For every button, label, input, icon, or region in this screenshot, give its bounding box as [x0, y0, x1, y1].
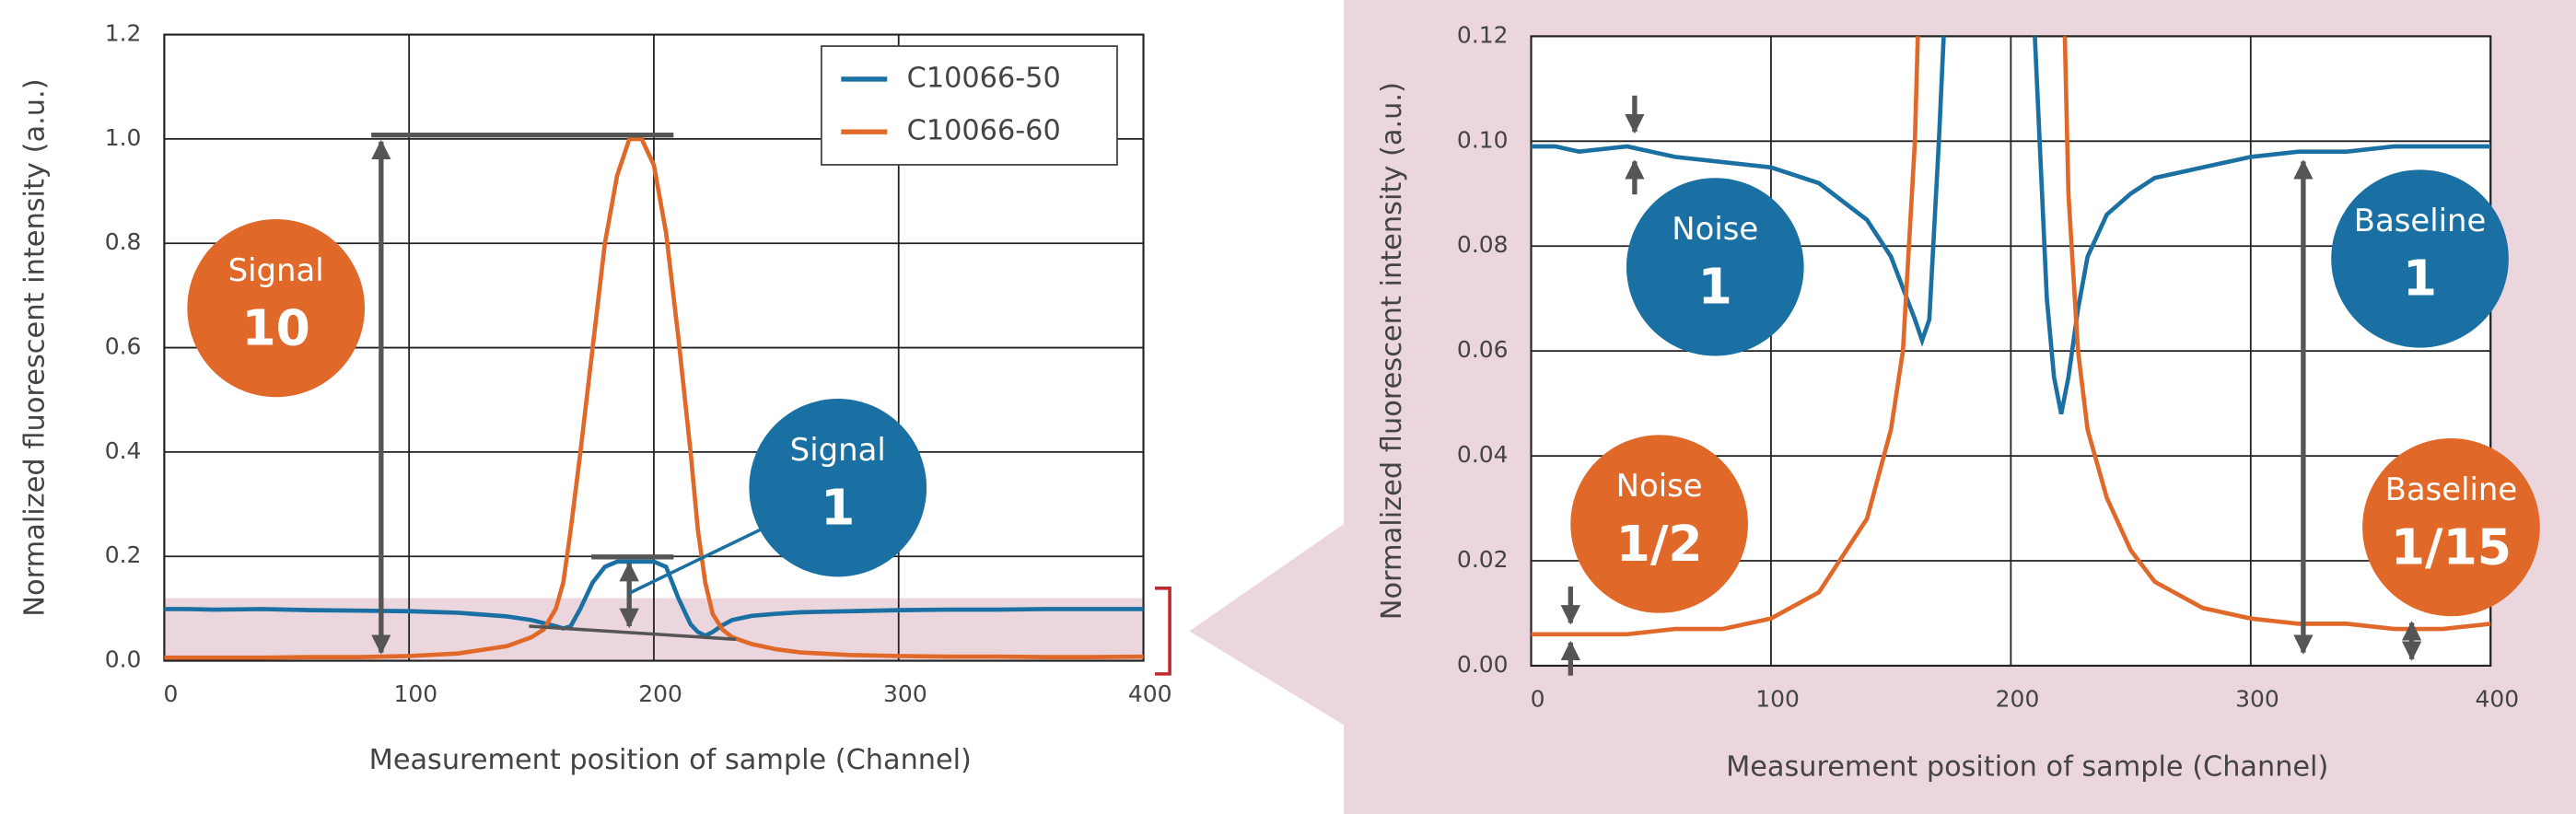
annotation-label: Signal [790, 432, 886, 469]
y-tick-label: 0.12 [1457, 21, 1509, 48]
zoom-pointer [1189, 524, 1345, 726]
annotation-value: 1/2 [1616, 515, 1703, 573]
annotation-value: 1 [821, 478, 855, 536]
annotation-badge [2331, 169, 2509, 348]
y-tick-label: 0.02 [1457, 546, 1509, 573]
x-axis-label: Measurement position of sample (Channel) [1726, 750, 2328, 783]
charts: 0.00.20.40.60.81.01.20 100 200 300 400Measur… [19, 20, 2540, 783]
annotation-badge [2362, 438, 2540, 617]
y-tick-label: 0.10 [1457, 126, 1509, 153]
x-tick-label: 100 [1755, 686, 1800, 713]
annotation-label: Baseline [2354, 203, 2487, 239]
y-tick-label: 1.0 [105, 124, 142, 151]
plot-frame [163, 33, 1145, 662]
y-tick-label: 0.6 [105, 333, 142, 360]
annotation-value: 1 [2403, 250, 2437, 308]
y-tick-label: 0.08 [1457, 231, 1509, 258]
legend-label: C10066-50 [907, 62, 1061, 94]
plot-frame [1530, 35, 2492, 668]
annotation-value: 1/15 [2391, 517, 2512, 576]
x-axis-label: Measurement position of sample (Channel) [369, 744, 972, 776]
annotation-badge [1570, 435, 1748, 613]
legend-label: C10066-60 [907, 115, 1061, 147]
x-tick-label: 0 [1531, 686, 1545, 713]
annotation-value: 1 [1698, 258, 1732, 316]
x-tick-label: 200 [638, 680, 682, 707]
x-tick-label: 200 [1996, 686, 2040, 713]
annotation-label: Baseline [2385, 471, 2518, 508]
annotation-label: Noise [1616, 468, 1703, 505]
series-line [1531, 36, 2491, 637]
y-tick-label: 0.0 [105, 646, 142, 673]
y-axis-label: Normalized fluorescent intensity (a.u.) [1376, 82, 1408, 620]
x-tick-label: 400 [2476, 686, 2520, 713]
x-tick-label: 400 [1128, 680, 1172, 707]
annotation-label: Signal [228, 252, 324, 289]
annotation-badge [1626, 178, 1804, 356]
arrows [371, 95, 2422, 676]
y-tick-label: 0.8 [105, 228, 142, 255]
annotation-badge [749, 399, 927, 577]
y-axis-label: Normalized fluorescent intensity (a.u.) [19, 78, 52, 616]
y-tick-label: 0.00 [1457, 651, 1509, 678]
annotation-label: Noise [1672, 211, 1758, 248]
y-tick-label: 1.2 [105, 20, 142, 47]
x-tick-label: 100 [393, 680, 437, 707]
y-tick-label: 0.2 [105, 541, 142, 568]
y-tick-label: 0.04 [1457, 441, 1509, 468]
x-tick-label: 0 [164, 680, 179, 707]
x-tick-label: 300 [2235, 686, 2279, 713]
x-tick-label: 300 [883, 680, 927, 707]
annotation-value: 10 [241, 298, 309, 356]
bracket [1155, 587, 1171, 676]
y-tick-label: 0.06 [1457, 336, 1509, 363]
series-line [164, 559, 1144, 638]
series-line [164, 136, 1144, 660]
series-line [1531, 36, 2491, 414]
legend-box [821, 45, 1118, 166]
annotation-badge [187, 219, 366, 398]
y-tick-label: 0.4 [105, 437, 142, 464]
